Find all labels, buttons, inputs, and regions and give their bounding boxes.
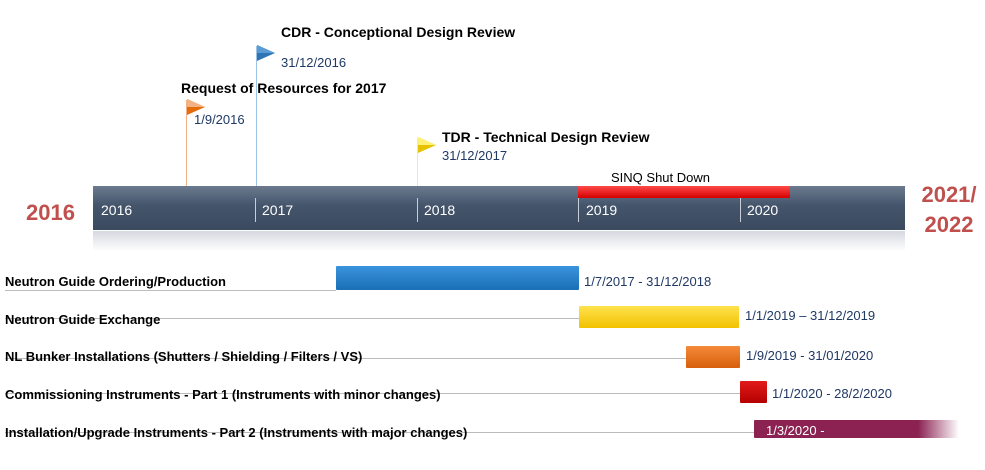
end-year-label: 2021/ 2022 xyxy=(914,182,984,238)
start-year-label: 2016 xyxy=(26,200,75,225)
task-guide-line xyxy=(5,432,754,433)
task-bar-bunker xyxy=(686,346,740,368)
end-year-line1: 2021/ xyxy=(921,182,977,207)
task-bar-commissioning-part1 xyxy=(740,381,767,403)
cdr-date: 31/12/2016 xyxy=(281,55,347,70)
task-dates-installation-part2: 1/3/2020 - xyxy=(766,423,825,438)
shutdown-label: SINQ Shut Down xyxy=(611,170,710,185)
milestone-pole-tdr xyxy=(417,138,418,186)
end-year-line2: 2022 xyxy=(924,212,974,237)
task-guide-line xyxy=(5,290,336,291)
tdr-flag-icon xyxy=(418,137,436,153)
task-dates-commissioning-part1: 1/1/2020 - 28/2/2020 xyxy=(772,386,892,401)
year-tick-2020 xyxy=(740,198,741,222)
task-label-guide-exchange: Neutron Guide Exchange xyxy=(5,312,161,327)
milestone-pole-cdr xyxy=(256,46,257,186)
task-label-bunker: NL Bunker Installations (Shutters / Shie… xyxy=(5,349,363,364)
year-label-2018: 2018 xyxy=(424,202,456,218)
task-bar-installation-part2 xyxy=(754,420,959,438)
milestone-pole-resources xyxy=(186,100,187,186)
resources-title: Request of Resources for 2017 xyxy=(181,80,387,96)
cdr-flag-icon xyxy=(257,45,275,61)
year-tick-2018 xyxy=(417,198,418,222)
year-label-2016: 2016 xyxy=(101,202,133,218)
shutdown-bar xyxy=(578,186,790,198)
task-guide-line xyxy=(5,318,579,319)
year-tick-2017 xyxy=(255,198,256,222)
task-guide-line xyxy=(5,393,741,394)
task-bar-guide-exchange xyxy=(579,306,739,328)
task-dates-guide-exchange: 1/1/2019 – 31/12/2019 xyxy=(745,308,876,323)
timeline-base xyxy=(93,231,905,251)
year-label-2017: 2017 xyxy=(262,202,294,218)
task-label-guide-ordering: Neutron Guide Ordering/Production xyxy=(5,274,226,289)
year-label-2019: 2019 xyxy=(586,202,618,218)
task-bar-guide-ordering xyxy=(336,266,579,290)
task-label-commissioning-part1: Commissioning Instruments - Part 1 (Inst… xyxy=(5,387,441,402)
task-dates-guide-ordering: 1/7/2017 - 31/12/2018 xyxy=(584,274,712,289)
task-dates-bunker: 1/9/2019 - 31/01/2020 xyxy=(746,348,874,363)
resources-flag-icon xyxy=(187,99,205,115)
task-label-installation-part2: Installation/Upgrade Instruments - Part … xyxy=(5,425,468,440)
task-guide-line xyxy=(5,358,687,359)
year-label-2020: 2020 xyxy=(747,202,779,218)
tdr-title: TDR - Technical Design Review xyxy=(442,129,650,145)
tdr-date: 31/12/2017 xyxy=(442,148,508,163)
cdr-title: CDR - Conceptional Design Review xyxy=(281,24,516,40)
resources-date: 1/9/2016 xyxy=(194,112,245,127)
year-tick-2019 xyxy=(578,198,579,222)
